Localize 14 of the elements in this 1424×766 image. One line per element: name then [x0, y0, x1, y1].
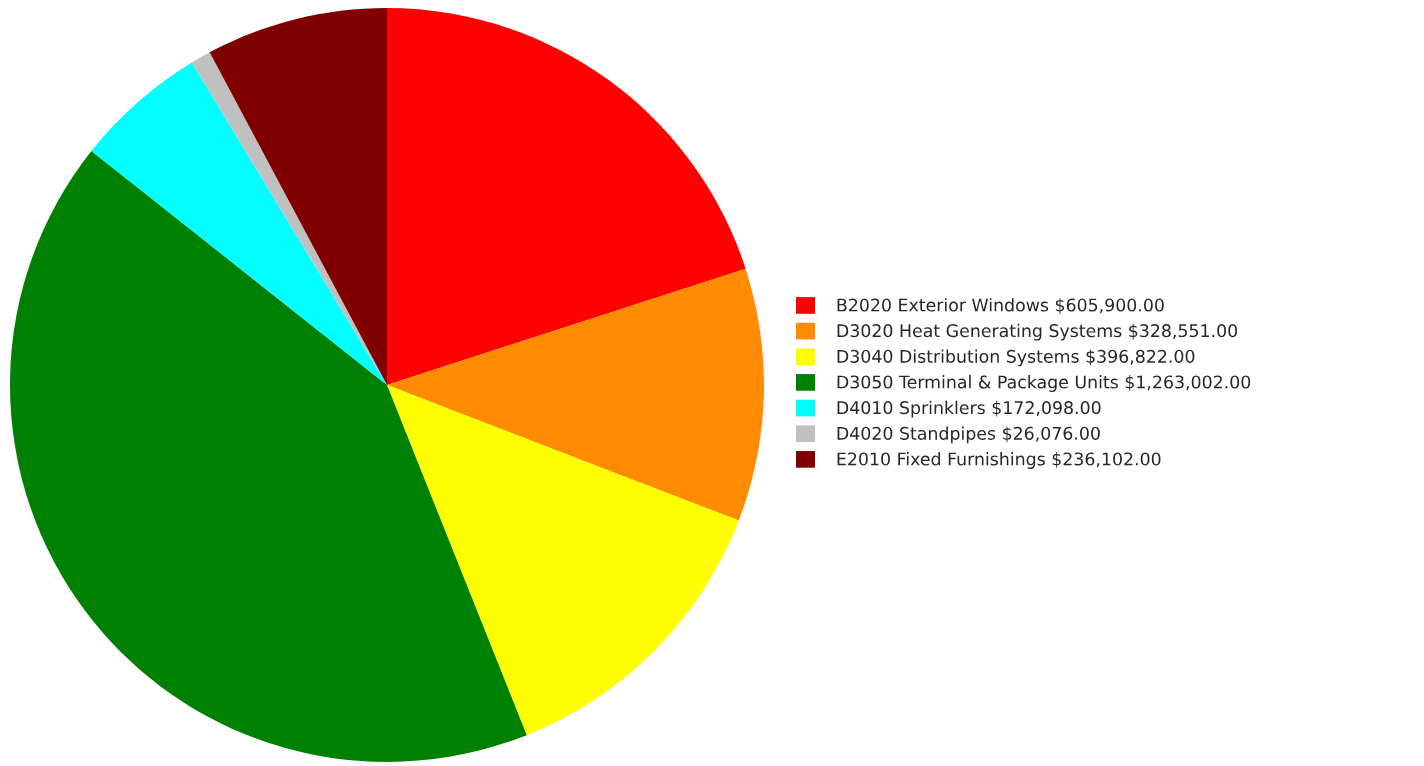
- legend-label: D4020 Standpipes $26,076.00: [837, 426, 1100, 444]
- pie-slice: [10, 150, 527, 762]
- legend-label: D3050 Terminal & Package Units $1,263,002.00: [837, 375, 1251, 392]
- legend-label: E2010 Fixed Furnishings $236,102.00: [837, 452, 1161, 469]
- pie-slice: [387, 385, 739, 736]
- pie-slice: [91, 62, 387, 385]
- legend-label: D3020 Heat Generating Systems $328,551.00: [837, 323, 1238, 341]
- pie-slice: [191, 52, 387, 385]
- pie-slice: [387, 268, 764, 521]
- legend-label: B2020 Exterior Windows $605,900.00: [837, 298, 1164, 314]
- legend-label: D4010 Sprinklers $172,098.00: [837, 400, 1101, 418]
- legend-label: D3040 Distribution Systems $396,822.00: [837, 349, 1195, 367]
- pie-slice: [387, 8, 746, 385]
- pie-slice: [209, 8, 387, 385]
